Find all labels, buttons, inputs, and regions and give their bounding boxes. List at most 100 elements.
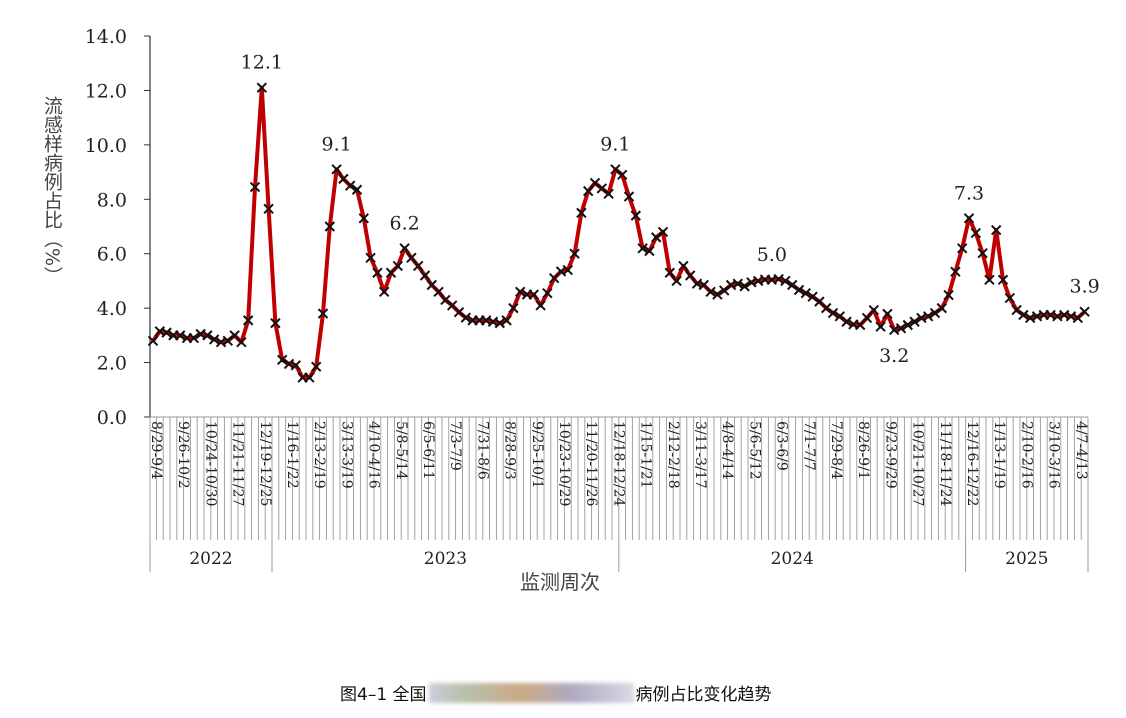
y-tick-label: 8.0	[97, 189, 127, 211]
year-label: 2024	[771, 549, 814, 569]
x-tick-label: 1/15-1/21	[638, 421, 654, 489]
data-point-marker	[1079, 306, 1090, 317]
x-tick-label: 10/23-10/29	[556, 421, 572, 506]
data-point-marker	[419, 270, 431, 281]
data-point-marker	[827, 307, 839, 319]
x-tick-label: 12/18-12/24	[610, 421, 626, 507]
data-point-marker	[304, 372, 315, 383]
data-point-marker	[249, 181, 261, 193]
data-point-marker	[324, 221, 336, 232]
data-point-marker	[678, 260, 689, 272]
data-point-marker	[895, 323, 907, 334]
year-label: 2022	[189, 549, 232, 569]
series-line	[151, 85, 1086, 380]
y-tick-label: 4.0	[97, 298, 127, 320]
x-tick-label: 3/10-3/16	[1046, 421, 1062, 489]
data-point-marker	[263, 203, 274, 215]
data-point-marker	[807, 291, 818, 302]
data-point-marker	[623, 191, 635, 202]
data-point-marker	[922, 311, 934, 322]
y-tick-label: 2.0	[97, 353, 127, 375]
data-point-marker	[270, 317, 281, 329]
data-point-marker	[1004, 292, 1016, 304]
redacted-region	[428, 682, 634, 703]
x-tick-label: 7/1-7/7	[801, 421, 817, 471]
data-point-marker	[317, 308, 329, 319]
x-tick-label: 9/25-10/1	[529, 421, 545, 489]
data-point-marker	[739, 281, 750, 292]
y-tick-label: 12.0	[85, 80, 127, 102]
x-tick-label: 10/24-10/30	[202, 421, 218, 506]
x-tick-label: 7/3-7/9	[447, 421, 463, 471]
data-point-marker	[644, 245, 655, 257]
data-point-marker	[412, 260, 424, 272]
x-tick-label: 2/12-2/18	[665, 421, 681, 489]
data-point-marker	[276, 354, 288, 366]
data-point-marker	[793, 284, 805, 296]
data-point-marker	[956, 243, 968, 254]
data-point-marker	[358, 213, 370, 224]
data-point-marker	[460, 312, 472, 323]
data-point-marker	[882, 308, 893, 320]
x-tick-label: 6/3-6/9	[774, 421, 790, 471]
data-label: 6.2	[389, 212, 419, 234]
data-point-marker	[616, 169, 628, 181]
x-tick-label: 12/19-12/25	[257, 421, 273, 506]
data-point-marker	[970, 227, 982, 239]
data-point-marker	[208, 334, 220, 345]
data-point-marker	[236, 336, 247, 348]
data-point-marker	[494, 317, 506, 329]
data-label: 5.0	[757, 244, 787, 266]
data-point-marker	[868, 304, 880, 316]
data-label: 9.1	[600, 133, 630, 155]
data-point-marker	[501, 315, 512, 326]
caption-suffix: 病例占比变化趋势	[635, 685, 772, 705]
data-point-marker	[331, 164, 342, 175]
data-point-marker	[535, 300, 546, 311]
data-point-marker	[875, 321, 886, 332]
x-tick-label: 9/23-9/29	[882, 421, 898, 489]
data-label: 12.1	[241, 52, 283, 74]
x-tick-label: 4/7-4/13	[1073, 421, 1089, 480]
x-tick-label: 9/26-10/2	[175, 421, 191, 489]
data-point-marker	[290, 360, 302, 371]
data-point-marker	[351, 184, 363, 195]
x-tick-label: 8/26-9/1	[855, 421, 871, 480]
x-tick-label: 11/20-11/26	[583, 421, 599, 507]
data-point-marker	[902, 319, 914, 331]
data-label: 3.2	[879, 345, 909, 367]
data-point-marker	[929, 307, 941, 319]
x-tick-label: 1/16-1/22	[284, 421, 300, 489]
x-tick-label: 11/21-11/27	[230, 421, 246, 506]
data-point-marker	[800, 287, 812, 299]
data-point-marker	[399, 243, 410, 254]
x-tick-label: 8/28-9/3	[502, 421, 518, 480]
data-point-marker	[310, 361, 322, 372]
figure-caption: 图4–1 全国 病例占比变化趋势	[340, 680, 772, 705]
data-point-marker	[147, 335, 159, 347]
year-label: 2023	[424, 549, 467, 569]
data-point-marker	[514, 286, 526, 298]
data-label: 3.9	[1069, 276, 1099, 298]
data-point-marker	[603, 188, 614, 200]
data-point-marker	[378, 286, 390, 298]
data-point-marker	[1011, 304, 1022, 316]
data-point-marker	[786, 279, 798, 291]
data-point-marker	[712, 289, 723, 300]
data-point-marker	[990, 224, 1002, 236]
data-point-marker	[188, 332, 200, 344]
data-point-marker	[528, 289, 540, 300]
data-point-marker	[202, 330, 213, 341]
year-label: 2025	[1005, 549, 1048, 569]
data-point-marker	[909, 316, 920, 327]
y-tick-label: 10.0	[85, 135, 127, 157]
data-point-marker	[174, 330, 186, 341]
x-tick-label: 12/16-12/22	[964, 421, 980, 506]
data-point-marker	[705, 286, 716, 298]
data-point-marker	[344, 180, 356, 191]
data-point-marker	[841, 316, 852, 327]
x-tick-label: 11/18-11/24	[937, 421, 953, 507]
data-point-marker	[542, 287, 553, 299]
x-tick-label: 3/13-3/19	[338, 421, 354, 489]
